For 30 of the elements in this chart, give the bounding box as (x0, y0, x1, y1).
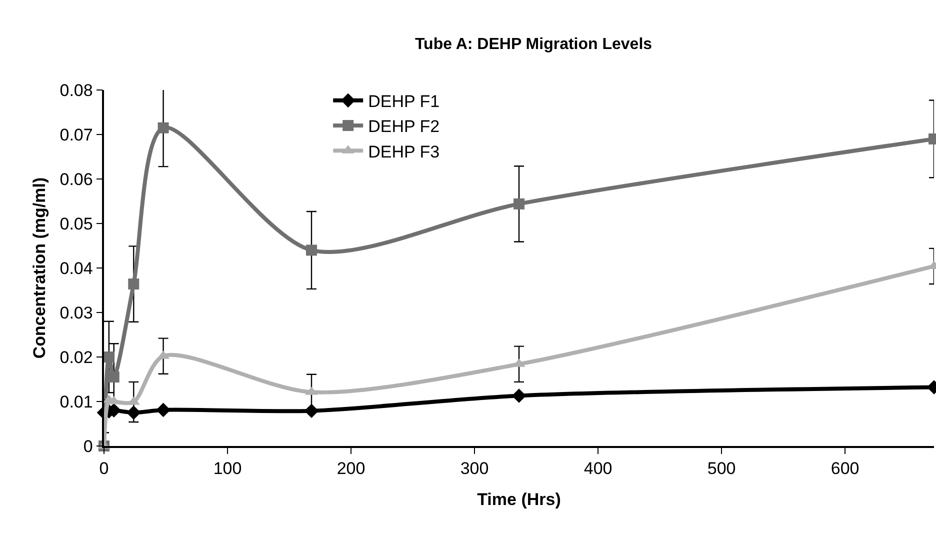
point (514, 198, 524, 210)
legend-label: DEHP F1 (368, 92, 440, 112)
y-tick-label: 0.06 (60, 170, 93, 189)
x-tick-label: 600 (830, 459, 860, 478)
chart-title: Tube A: DEHP Migration Levels (414, 36, 652, 53)
x-tick-label: 500 (707, 459, 736, 478)
legend-label: DEHP F2 (368, 117, 440, 136)
y-tick-label: 0.04 (60, 258, 93, 278)
legend-label: DEHP F3 (368, 142, 440, 162)
point (156, 402, 170, 418)
y-axis-title: Concentration (mg/ml) (30, 177, 49, 359)
x-tick-label: 400 (584, 459, 612, 478)
y-tick-label: 0 (83, 436, 93, 456)
y-tick-label: 0.01 (60, 392, 93, 412)
x-tick-label: 200 (336, 459, 366, 478)
x-tick-label: 100 (213, 459, 242, 478)
y-tick-label: 0.03 (60, 303, 93, 322)
point (128, 278, 140, 290)
point (108, 372, 120, 383)
point (103, 352, 114, 362)
x-axis-title: Time (Hrs) (477, 490, 561, 510)
point (306, 244, 317, 256)
y-tick-label: 0.08 (60, 80, 93, 100)
x-tick-label: 0 (99, 459, 109, 478)
x-tick-label: 300 (460, 459, 489, 478)
y-tick-label: 0.05 (60, 214, 93, 234)
y-tick-label: 0.07 (60, 125, 93, 144)
point (512, 388, 526, 403)
y-tick-label: 0.02 (60, 348, 93, 367)
point (158, 122, 169, 134)
